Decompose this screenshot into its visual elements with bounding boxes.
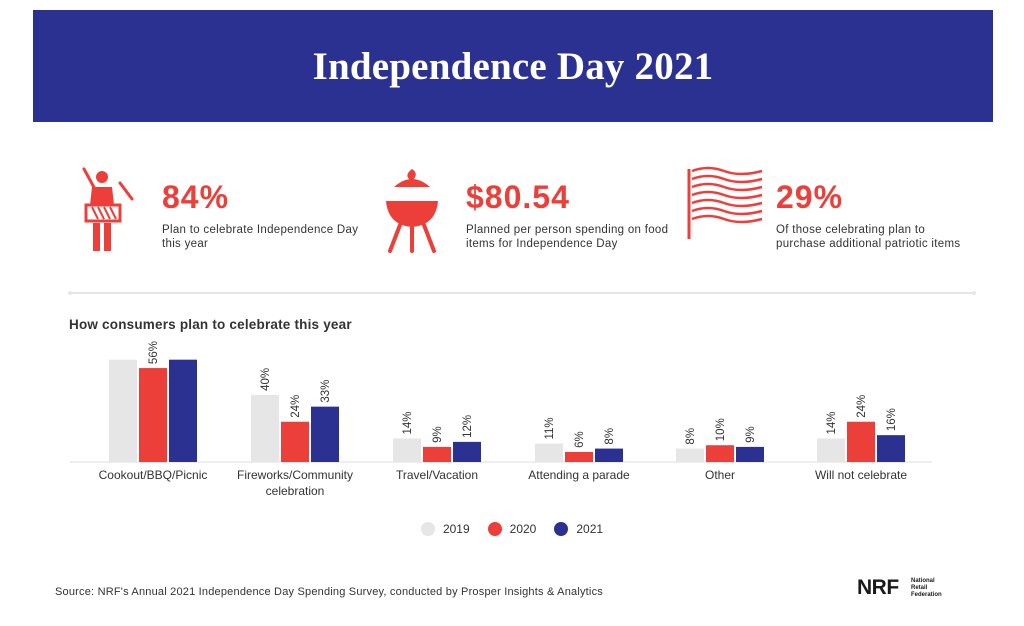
- bar-2019: [393, 438, 421, 462]
- bar-2020: [565, 451, 593, 462]
- bar-2021: [736, 446, 764, 462]
- category-label: Will not celebrate: [815, 468, 907, 482]
- bar-2021: [453, 441, 481, 462]
- data-label: 14%: [402, 411, 414, 434]
- data-label: 11%: [544, 417, 556, 439]
- data-label: 12%: [462, 415, 474, 438]
- data-label: 9%: [745, 426, 757, 443]
- data-label: 9%: [432, 426, 444, 443]
- legend-item-2020: 2020: [487, 522, 537, 536]
- legend-label: 2021: [576, 522, 604, 536]
- data-label: 10%: [715, 418, 727, 441]
- category-label: Cookout/BBQ/Picnic: [99, 468, 208, 482]
- nrf-logo: NRF National Retail Federation: [857, 575, 949, 601]
- stat-description: Planned per person spending on food item…: [466, 224, 669, 250]
- data-label: 24%: [290, 395, 302, 418]
- bar-2021: [169, 359, 197, 462]
- logo-subtext-line: Retail: [911, 585, 928, 591]
- category-label: Attending a parade: [528, 468, 630, 482]
- source-note: Source: NRF's Annual 2021 Independence D…: [55, 586, 603, 598]
- logo-subtext-line: Federation: [911, 592, 942, 598]
- legend-label: 2019: [442, 522, 470, 536]
- drummer-icon: [82, 167, 134, 251]
- bar-2020: [847, 421, 875, 462]
- bar-2019: [251, 394, 279, 462]
- chart-legend: 2019 2020 2021: [0, 522, 1024, 536]
- bar-2020: [423, 446, 451, 462]
- category-label: celebration: [266, 484, 325, 498]
- bar-2021: [595, 448, 623, 462]
- data-label: 8%: [685, 428, 697, 445]
- data-label: 24%: [856, 395, 868, 418]
- legend-swatch: [554, 522, 569, 536]
- data-label: 56%: [148, 341, 160, 364]
- bar-2020: [706, 445, 734, 462]
- chart-title: How consumers plan to celebrate this yea…: [69, 317, 352, 332]
- section-divider: [68, 291, 976, 295]
- bar-2019: [535, 443, 563, 462]
- category-label: Other: [705, 468, 735, 482]
- stat-description: Plan to celebrate Independence Day this …: [162, 224, 359, 250]
- bar-chart: 56% Cookout/BBQ/Picnic 40% 24% 33% Fireworks/…: [70, 341, 932, 498]
- stat-value: $80.54: [466, 179, 570, 215]
- legend-label: 2020: [509, 522, 537, 536]
- data-label: 6%: [574, 431, 586, 448]
- category-label: Travel/Vacation: [396, 468, 478, 482]
- bar-2019: [817, 438, 845, 462]
- bar-2020: [281, 421, 309, 462]
- data-label: 33%: [320, 380, 332, 403]
- logo-mark: NRF: [857, 576, 899, 599]
- grill-icon: [386, 169, 438, 253]
- legend-item-2021: 2021: [554, 522, 603, 536]
- bar-2020: [139, 368, 167, 462]
- flag-icon: [687, 166, 763, 239]
- stat-value: 29%: [776, 179, 844, 215]
- data-label: 8%: [604, 428, 616, 445]
- data-label: 16%: [886, 408, 898, 431]
- stat-description: Of those celebrating plan to purchase ad…: [776, 224, 961, 250]
- logo-subtext-line: National: [911, 578, 935, 584]
- header-banner: Independence Day 2021: [33, 10, 993, 122]
- bar-2021: [311, 406, 339, 462]
- data-label: 14%: [826, 411, 838, 434]
- legend-item-2019: 2019: [420, 522, 470, 536]
- bar-2021: [877, 435, 905, 462]
- category-label: Fireworks/Community: [237, 468, 353, 482]
- legend-swatch: [487, 522, 502, 536]
- logo-subtext: National Retail Federation: [911, 578, 942, 599]
- data-label: 40%: [260, 368, 272, 391]
- bar-2019: [109, 359, 137, 462]
- legend-swatch: [420, 522, 435, 536]
- bar-2019: [676, 448, 704, 462]
- page-title: Independence Day 2021: [312, 44, 714, 88]
- stat-value: 84%: [162, 179, 230, 215]
